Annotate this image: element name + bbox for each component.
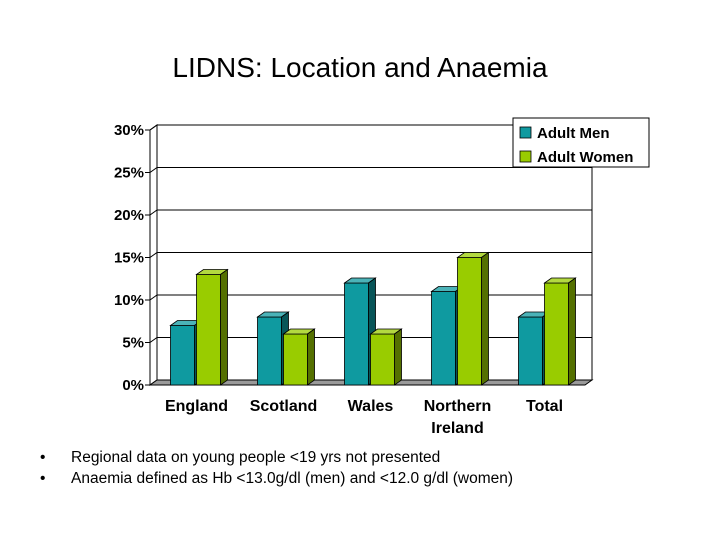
y-tick-label: 30% <box>114 122 144 139</box>
y-tick-label: 10% <box>114 292 144 309</box>
legend-swatch <box>519 150 532 163</box>
legend-swatch <box>519 126 532 139</box>
slide-title: LIDNS: Location and Anaemia <box>172 52 548 83</box>
bar <box>518 316 543 386</box>
y-tick-label: 0% <box>122 377 144 394</box>
x-tick-label: Scotland <box>250 398 318 415</box>
gridline <box>149 209 592 216</box>
legend-label: Adult Women <box>537 149 633 166</box>
bullet-item: • Regional data on young people <19 yrs … <box>40 447 700 468</box>
bar-side <box>394 328 402 386</box>
bullet-list: • Regional data on young people <19 yrs … <box>40 447 700 489</box>
x-tick-label: Wales <box>348 398 394 415</box>
legend-box <box>512 117 650 168</box>
bullet-text: Anaemia defined as Hb <13.0g/dl (men) an… <box>71 470 514 487</box>
y-tick-label: 20% <box>114 207 144 224</box>
bullet-symbol: • <box>40 449 46 466</box>
bar <box>431 291 456 386</box>
bar <box>196 274 221 386</box>
y-tick-label: 5% <box>122 335 144 352</box>
bullet-symbol: • <box>40 470 46 487</box>
bar <box>544 282 569 386</box>
x-tick-label: Total <box>526 398 563 415</box>
bar-chart: 0% 5% 10% 15% 20% 25% 30% England Scotland Wales N… <box>114 117 650 437</box>
gridline <box>149 167 592 173</box>
bar <box>344 282 369 386</box>
bar-side <box>481 251 489 386</box>
bar <box>170 325 195 386</box>
bullet-item: • Anaemia defined as Hb <13.0g/dl (men) … <box>40 468 700 489</box>
bar <box>370 333 395 386</box>
gridline <box>149 252 592 258</box>
x-tick-label: England <box>165 398 228 415</box>
bar <box>283 333 308 386</box>
gridline <box>149 124 592 131</box>
bar <box>457 257 482 386</box>
bar <box>257 316 282 386</box>
bar-side <box>568 277 576 386</box>
y-tick-label: 25% <box>114 165 144 182</box>
bar-side <box>307 328 315 386</box>
legend-label: Adult Men <box>537 125 610 142</box>
bar-side <box>220 268 228 386</box>
bullet-text: Regional data on young people <19 yrs no… <box>71 449 441 466</box>
x-tick-label: Northern Ireland <box>424 398 492 437</box>
y-tick-label: 15% <box>114 250 144 267</box>
